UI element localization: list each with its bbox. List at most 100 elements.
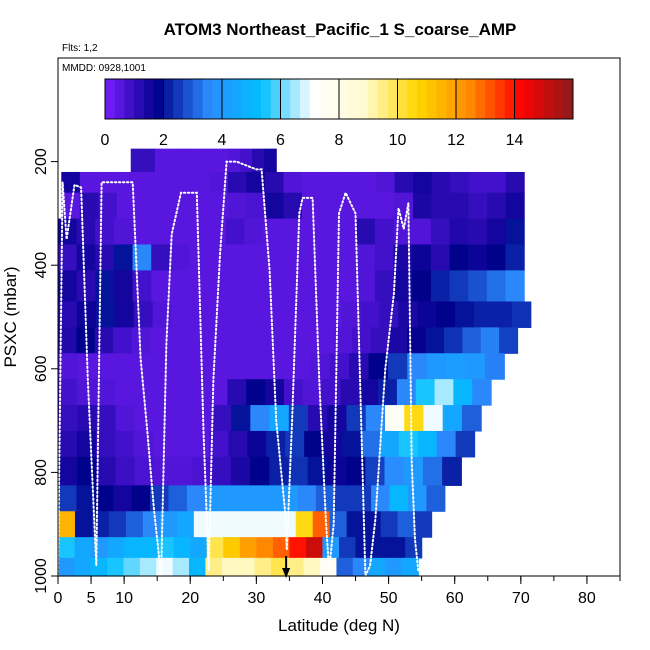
colorbar-segment bbox=[417, 79, 428, 119]
heatmap-cell bbox=[346, 456, 366, 486]
heatmap-cell bbox=[227, 379, 247, 406]
x-axis-label: Latitude (deg N) bbox=[278, 616, 400, 635]
heatmap-cell bbox=[244, 270, 264, 303]
heatmap-cell bbox=[468, 244, 488, 271]
heatmap-cell bbox=[266, 430, 286, 458]
heatmap-cell bbox=[342, 430, 362, 458]
y-axis-label: PSXC (mbar) bbox=[1, 266, 20, 367]
colorbar-segment bbox=[426, 79, 437, 119]
heatmap-cell bbox=[374, 218, 395, 246]
heatmap-cell bbox=[436, 430, 457, 458]
heatmap-cell bbox=[189, 379, 210, 406]
heatmap-cell bbox=[323, 430, 343, 458]
heatmap-cell bbox=[389, 485, 409, 512]
heatmap-cell bbox=[155, 353, 176, 380]
heatmap-cell bbox=[340, 379, 360, 406]
heatmap-cell bbox=[115, 405, 136, 432]
heatmap-cell bbox=[462, 327, 482, 354]
heatmap-cell bbox=[376, 171, 396, 194]
heatmap-cell bbox=[169, 244, 190, 271]
heatmap-cell bbox=[271, 353, 292, 380]
heatmap-cell bbox=[505, 218, 525, 246]
heatmap-cell bbox=[352, 327, 372, 354]
heatmap-cell bbox=[453, 379, 473, 406]
heatmap-cell bbox=[287, 557, 305, 577]
heatmap-cell bbox=[186, 327, 206, 354]
colorbar-segment bbox=[358, 79, 369, 119]
flight-track-line bbox=[57, 160, 420, 577]
heatmap-cell bbox=[250, 405, 271, 432]
heatmap-cell bbox=[151, 218, 171, 246]
heatmap-cell bbox=[360, 430, 381, 458]
colorbar-segment bbox=[261, 79, 272, 119]
heatmap-cell bbox=[407, 485, 427, 512]
heatmap-cell bbox=[247, 430, 267, 458]
y-tick-label: 1000 bbox=[33, 558, 50, 594]
heatmap-cell bbox=[152, 430, 173, 458]
heatmap-cell bbox=[486, 270, 507, 303]
heatmap-cell bbox=[153, 171, 173, 194]
heatmap-cell bbox=[173, 405, 194, 432]
heatmap-cell bbox=[192, 456, 213, 486]
heatmap-cell bbox=[151, 270, 171, 303]
heatmap-cell bbox=[431, 171, 451, 194]
colorbar-segment bbox=[192, 79, 203, 119]
heatmap-cell bbox=[264, 192, 285, 220]
heatmap-cell bbox=[327, 405, 348, 432]
heatmap-cell bbox=[263, 218, 283, 246]
heatmap-cell bbox=[480, 327, 500, 354]
heatmap-cell bbox=[246, 192, 266, 220]
colorbar-segment bbox=[553, 79, 564, 119]
heatmap-cell bbox=[77, 405, 98, 432]
heatmap-cell bbox=[403, 456, 424, 486]
heatmap-cell bbox=[283, 192, 303, 220]
heatmap-cell bbox=[179, 148, 192, 173]
heatmap-cell bbox=[326, 456, 347, 486]
dates-label: MMDD: 0928,1001 bbox=[62, 63, 146, 74]
heatmap-cell bbox=[269, 405, 290, 432]
heatmap-cell bbox=[352, 557, 370, 577]
heatmap-cell bbox=[417, 301, 437, 328]
heatmap-cell bbox=[244, 218, 264, 246]
heatmap-cell bbox=[414, 511, 433, 538]
heatmap-cell bbox=[455, 430, 476, 458]
heatmap-cell bbox=[339, 537, 357, 559]
heatmap-cell bbox=[370, 327, 390, 354]
heatmap-cell bbox=[288, 405, 309, 432]
colorbar-segment bbox=[504, 79, 515, 119]
heatmap-cell bbox=[159, 511, 178, 538]
heatmap-cell bbox=[303, 557, 321, 577]
heatmap-cell bbox=[487, 192, 507, 220]
x-tick-label: 80 bbox=[578, 590, 596, 607]
heatmap-cell bbox=[58, 353, 78, 380]
heatmap-cell bbox=[95, 244, 115, 271]
y-tick-label: 200 bbox=[33, 148, 50, 175]
heatmap-cell bbox=[153, 192, 173, 220]
x-tick-label: 50 bbox=[380, 590, 398, 607]
x-tick-label: 0 bbox=[54, 590, 63, 607]
heatmap-cell bbox=[320, 171, 340, 194]
colorbar-segment bbox=[475, 79, 486, 119]
heatmap-cell bbox=[290, 353, 311, 380]
heatmap-cell bbox=[211, 456, 232, 486]
heatmap-cell bbox=[269, 456, 290, 486]
heatmap-cell bbox=[74, 557, 92, 577]
heatmap-cell bbox=[384, 456, 405, 486]
heatmap-cell bbox=[346, 511, 365, 538]
colorbar-segment bbox=[241, 79, 252, 119]
heatmap-cell bbox=[412, 244, 432, 271]
heatmap-cell bbox=[398, 430, 419, 458]
y-tick-label: 800 bbox=[33, 459, 50, 486]
heatmap-cell bbox=[281, 218, 301, 246]
y-tick-label: 600 bbox=[33, 355, 50, 382]
heatmap-cell bbox=[239, 148, 253, 173]
heatmap-cell bbox=[168, 485, 188, 512]
heatmap-cell bbox=[58, 485, 78, 512]
heatmap-cell bbox=[191, 148, 205, 173]
colorbar-segment bbox=[163, 79, 174, 119]
heatmap-cell bbox=[79, 192, 99, 220]
heatmap-cell bbox=[301, 192, 322, 220]
heatmap-cell bbox=[96, 405, 117, 432]
heatmap-cell bbox=[251, 148, 265, 173]
